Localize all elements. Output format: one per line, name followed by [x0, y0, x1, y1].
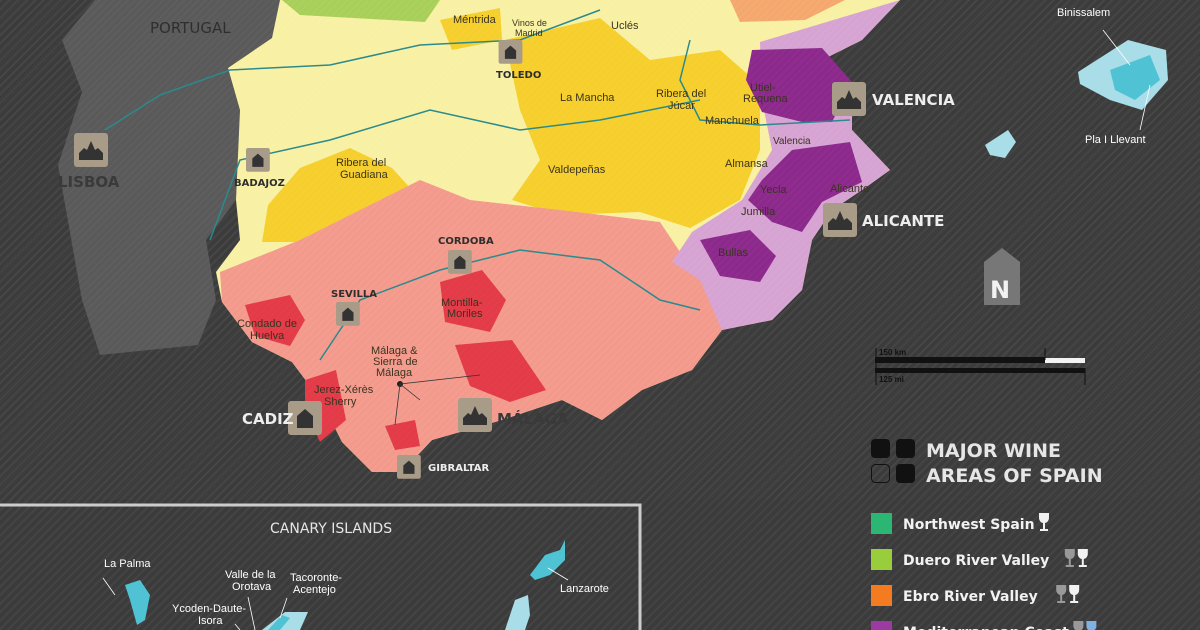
lanzarote-island — [530, 540, 565, 580]
wine-glass-icon — [1073, 621, 1084, 630]
region-label-montilla-moriles: Montilla-Moriles — [441, 297, 483, 320]
region-label-ribera-del-jucar: Ribera del Júcar — [656, 88, 706, 112]
region-label-jerez: Jerez-Xérès Sherry — [314, 384, 374, 408]
legend-swatch — [871, 585, 892, 606]
region-label-utiel-requena: Utiel-Requena — [743, 82, 789, 105]
city-badajoz[interactable]: BADAJOZ — [234, 148, 285, 189]
city-cadiz[interactable]: CADIZ — [242, 401, 322, 435]
wine-glass-icon — [1069, 585, 1080, 603]
city-label-cadiz: CADIZ — [242, 410, 294, 428]
wine-glass-icon — [1056, 585, 1067, 603]
region-label-jumilla: Jumilla — [741, 206, 776, 218]
jucar-river — [679, 39, 851, 126]
region-label-manchuela: Manchuela — [705, 115, 760, 127]
city-valencia[interactable]: VALENCIA — [832, 82, 955, 116]
texture-overlay — [0, 0, 1200, 500]
region-label-pla-i-llevant: Pla I Llevant — [1085, 134, 1146, 146]
city-sevilla[interactable]: SEVILLA — [331, 289, 377, 326]
legend-swatch — [871, 549, 892, 570]
region-label-valdepenas: Valdepeñas — [548, 164, 606, 176]
mallorca-wine-area — [1110, 55, 1160, 100]
scale-km-label: 150 km — [879, 348, 906, 357]
legend-item: Mediterranean Coast — [871, 621, 1097, 630]
city-label-badajoz: BADAJOZ — [234, 178, 285, 189]
city-label-gibraltar: GIBRALTAR — [428, 463, 489, 474]
region-label-malaga-sierra: Málaga & Sierra de Málaga — [371, 345, 418, 379]
scale-mi-label: 125 mi — [879, 375, 904, 384]
region-label-tacoronte: Tacoronte-Acentejo — [290, 572, 342, 596]
city-label-toledo: TOLEDO — [496, 70, 541, 81]
wine-glass-icon — [1038, 513, 1050, 531]
region-label-valencia: Valencia — [773, 136, 811, 147]
balearic-pointers — [1102, 29, 1151, 131]
north-label: N — [990, 276, 1010, 304]
legend-label: Ebro River Valley — [903, 589, 1038, 605]
city-label-malaga: MÁLAGA — [497, 409, 569, 428]
canary-pointers — [102, 567, 569, 630]
city-cordoba[interactable]: CORDOBA — [438, 236, 494, 274]
region-label-ycoden: Ycoden-Daute-Isora — [172, 603, 246, 627]
city-label-lisboa: LISBOA — [58, 173, 120, 191]
la-palma-island — [125, 580, 150, 625]
legend-swatch — [871, 513, 892, 534]
legend-label: Duero River Valley — [903, 553, 1049, 569]
legend: MAJOR WINE AREAS OF SPAIN Northwest Spain… — [871, 439, 1103, 630]
wine-glass-icon — [1086, 621, 1097, 630]
city-label-sevilla: SEVILLA — [331, 289, 377, 300]
region-label-valle-orotava: Valle de la Orotava — [225, 569, 276, 593]
fuerteventura-island — [505, 595, 530, 630]
wine-glass-icon — [1064, 549, 1075, 567]
region-label-vinos-de-madrid: Vinos de Madrid — [512, 18, 547, 38]
city-label-alicante: ALICANTE — [862, 212, 944, 230]
city-malaga[interactable]: MÁLAGA — [458, 398, 569, 432]
canary-islands-inset: CANARY ISLANDS La Palma Valle de la Orota… — [0, 503, 642, 630]
city-lisboa[interactable]: LISBOA — [58, 133, 120, 191]
legend-item: Ebro River Valley — [871, 585, 1080, 606]
region-label-bullas: Bullas — [718, 247, 748, 259]
region-label-yecla: Yecla — [760, 184, 787, 196]
region-label-ribera-del-guadiana: Ribera del Guadiana — [336, 157, 389, 181]
scale-bar: 150 km 125 mi — [875, 348, 1086, 385]
region-label-la-mancha: La Mancha — [560, 92, 615, 104]
region-label-binissalem: Binissalem — [1057, 7, 1110, 19]
region-label-lanzarote: Lanzarote — [560, 583, 609, 595]
tenerife-wine-area — [268, 615, 290, 630]
legend-swatch — [871, 621, 892, 630]
guadiana-river — [209, 99, 701, 241]
city-toledo[interactable]: TOLEDO — [496, 40, 541, 81]
legend-item: Northwest Spain — [871, 513, 1050, 534]
north-arrow: N — [984, 248, 1020, 305]
legend-label: Mediterranean Coast — [903, 625, 1069, 630]
wine-glass-icon — [1077, 549, 1088, 567]
legend-logo-icon — [871, 439, 915, 483]
region-labels: Méntrida Vinos de Madrid Uclés La Mancha … — [237, 14, 869, 426]
legend-item: Duero River Valley — [871, 549, 1088, 570]
menorca-island — [985, 130, 1016, 158]
city-alicante[interactable]: ALICANTE — [823, 203, 944, 237]
legend-title: MAJOR WINE AREAS OF SPAIN — [926, 440, 1103, 487]
region-label-mentrida: Méntrida — [453, 14, 497, 26]
city-gibraltar[interactable]: GIBRALTAR — [397, 455, 489, 479]
city-label-valencia: VALENCIA — [872, 91, 955, 109]
malaga-pointer-lines — [394, 374, 481, 426]
city-label-cordoba: CORDOBA — [438, 236, 494, 247]
region-label-condado-de-huelva: Condado de Huelva — [237, 318, 297, 342]
region-label-la-palma: La Palma — [104, 558, 151, 570]
region-label-alicante: Alicante — [830, 183, 869, 195]
region-label-almansa: Almansa — [725, 158, 769, 170]
legend-label: Northwest Spain — [903, 517, 1035, 533]
city-markers: TOLEDO VALENCIA ALICANTE LISBOA BADAJOZ … — [58, 40, 955, 479]
guadalquivir-river — [319, 249, 701, 361]
canary-title: CANARY ISLANDS — [270, 521, 392, 537]
region-label-ucles: Uclés — [611, 20, 639, 32]
